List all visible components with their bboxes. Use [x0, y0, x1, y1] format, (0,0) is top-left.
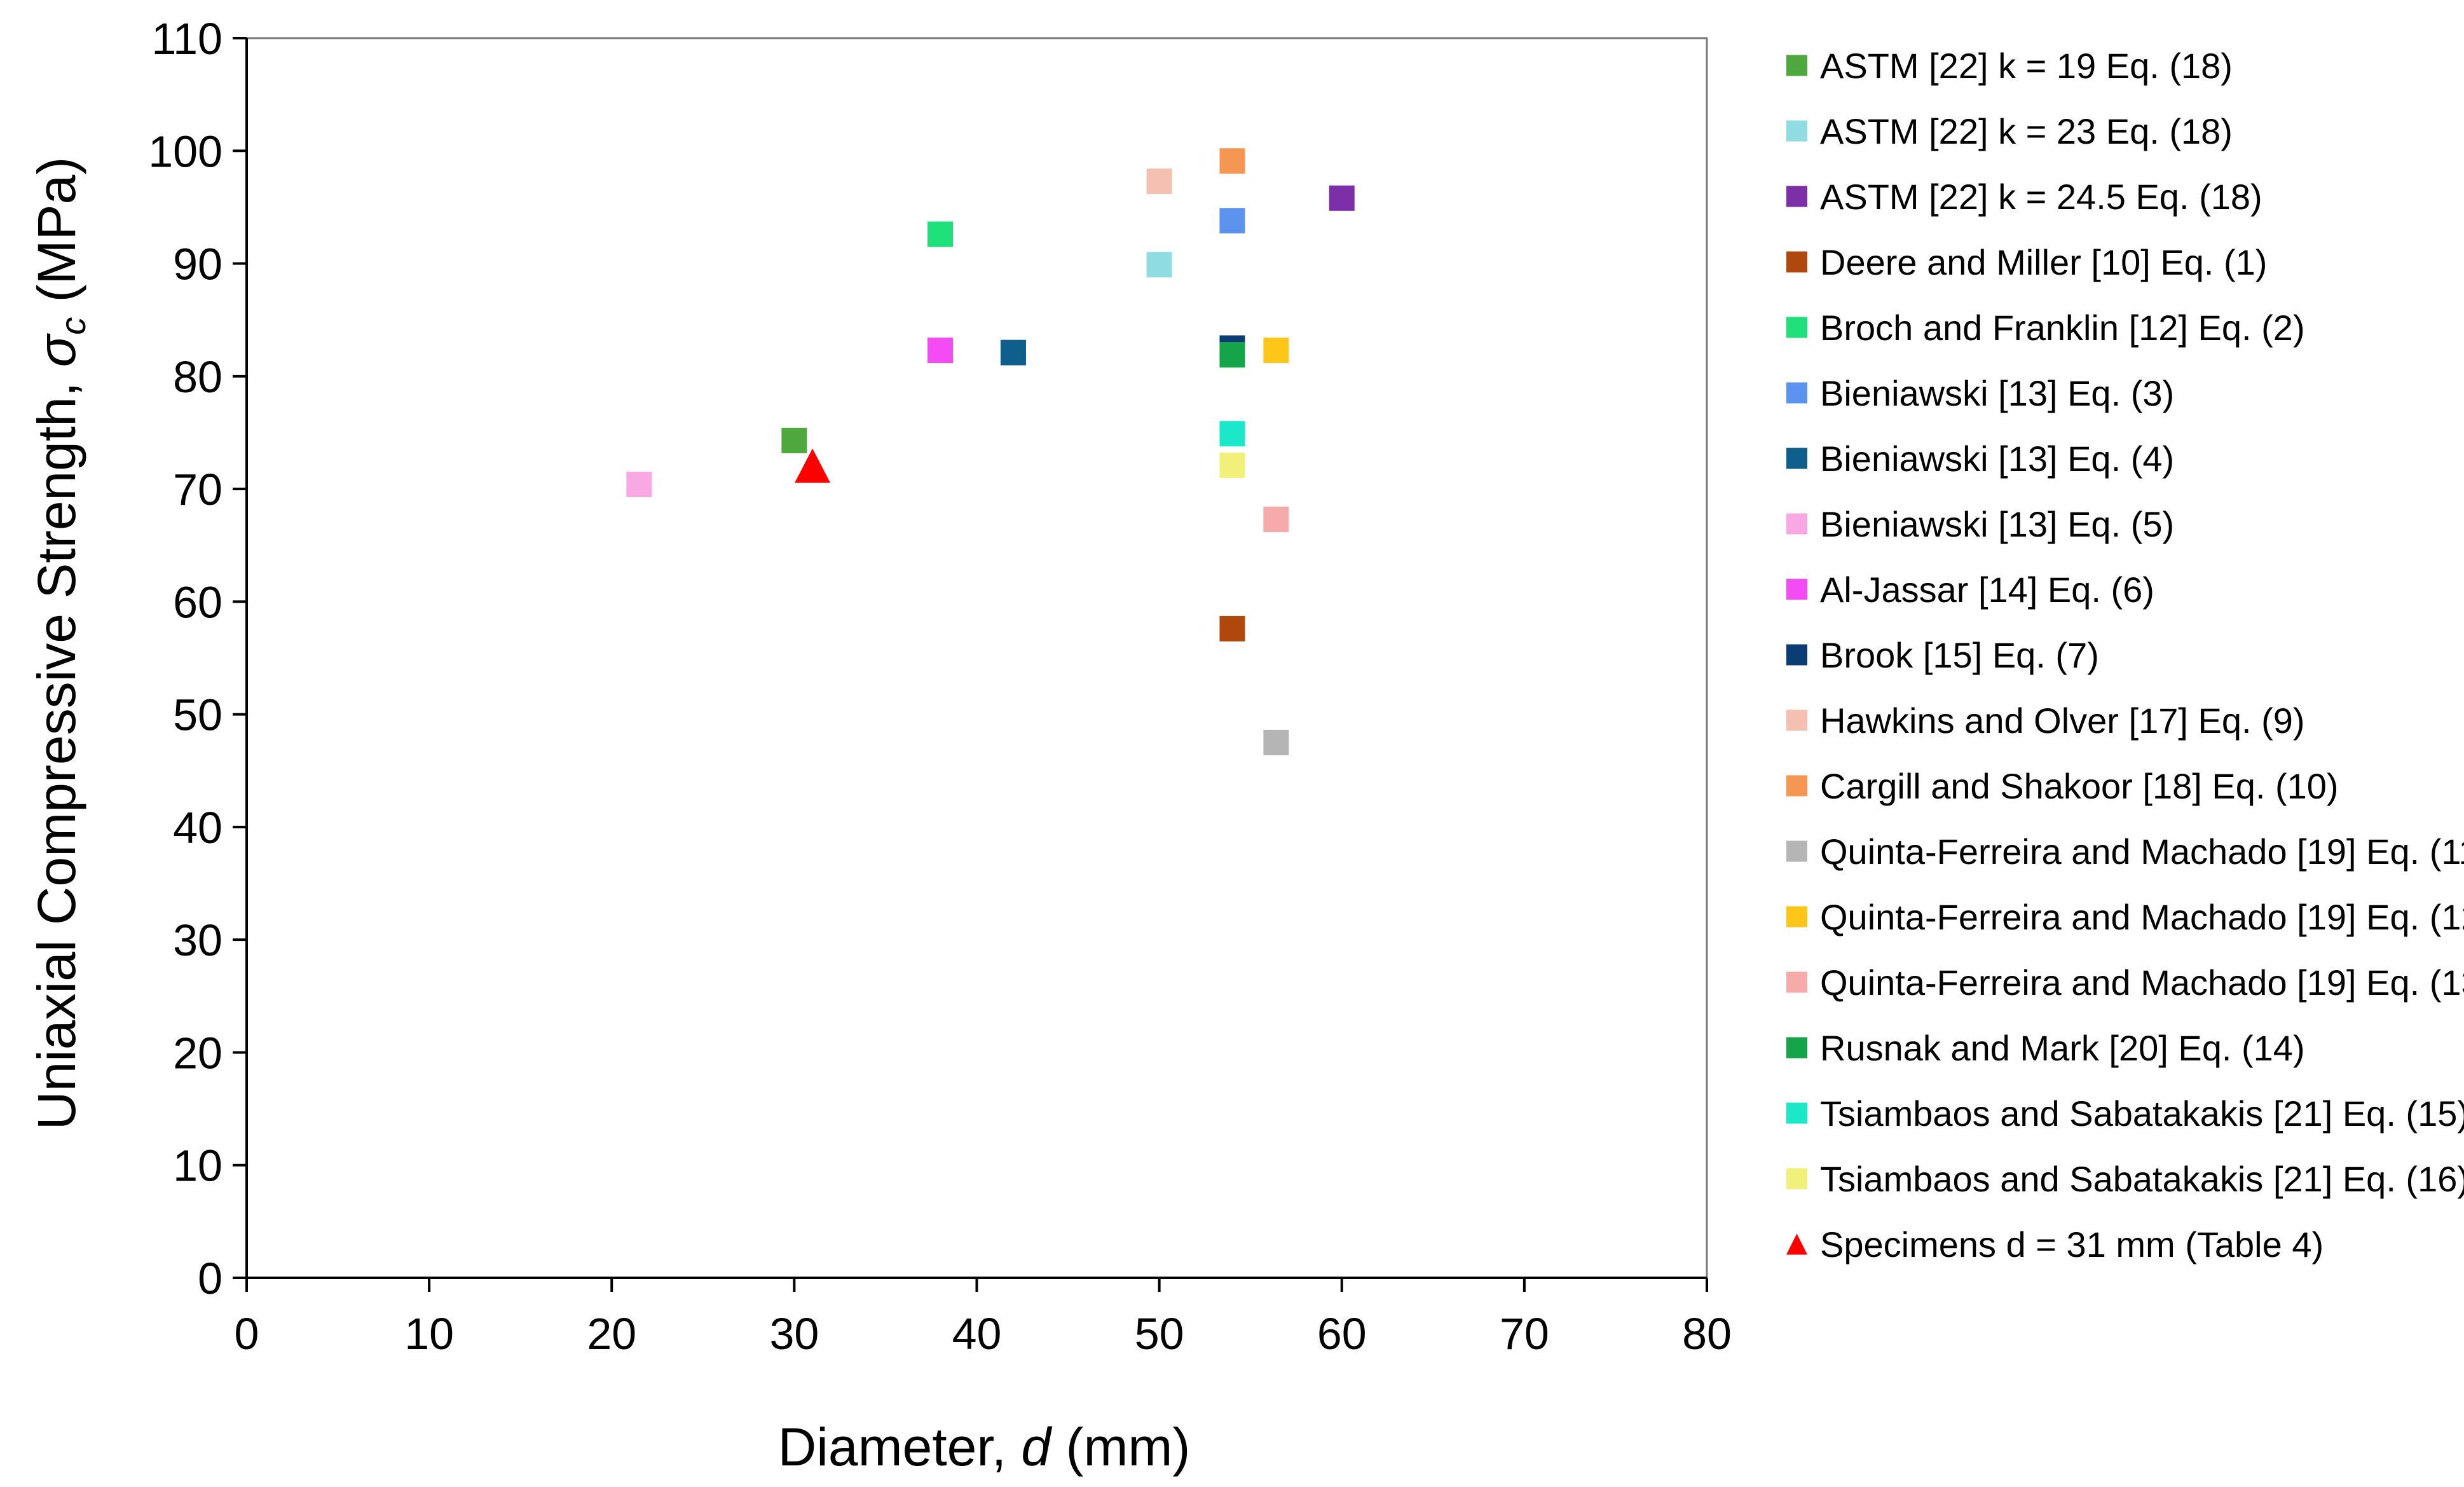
legend-marker-square	[1786, 644, 1807, 666]
data-point-square	[1263, 506, 1289, 532]
data-point-square	[1329, 185, 1355, 211]
y-tick-label: 110	[151, 14, 222, 64]
data-point-square	[1000, 339, 1026, 366]
legend-label: Brook [15] Eq. (7)	[1820, 635, 2099, 675]
legend-marker-square	[1786, 1037, 1807, 1059]
x-tick-label: 10	[404, 1309, 454, 1359]
y-axis: 0 10 20 30 40 50 60 70 80 90 100 110	[148, 14, 248, 1303]
legend-marker-square	[1786, 448, 1807, 469]
legend-label: Specimens d = 31 mm (Table 4)	[1820, 1224, 2324, 1264]
legend-marker-square	[1786, 186, 1807, 207]
legend-marker-triangle	[1786, 1233, 1807, 1255]
x-tick-label: 50	[1135, 1309, 1184, 1359]
data-point-triangle	[795, 448, 831, 483]
data-point-square	[1219, 342, 1245, 368]
x-tick-label: 80	[1682, 1309, 1732, 1359]
y-tick-label: 50	[173, 690, 222, 740]
legend-label: Cargill and Shakoor [18] Eq. (10)	[1820, 766, 2339, 806]
y-tick-label: 30	[173, 915, 222, 965]
legend-label: ASTM [22] k = 23 Eq. (18)	[1820, 111, 2233, 151]
x-tick-label: 60	[1317, 1309, 1367, 1359]
data-point-square	[1219, 148, 1245, 174]
legend-label: Bieniawski [13] Eq. (4)	[1820, 439, 2174, 479]
y-tick-label: 90	[173, 240, 222, 289]
legend-marker-square	[1786, 251, 1807, 273]
legend-marker-square	[1786, 513, 1807, 535]
legend-marker-square	[1786, 709, 1807, 731]
legend-label: ASTM [22] k = 24.5 Eq. (18)	[1820, 177, 2262, 217]
legend-label: ASTM [22] k = 19 Eq. (18)	[1820, 46, 2233, 86]
y-tick-label: 20	[173, 1028, 222, 1078]
x-tick-label: 70	[1500, 1309, 1549, 1359]
x-tick-label: 20	[587, 1309, 636, 1359]
data-point-square	[1219, 615, 1245, 641]
y-tick-label: 10	[173, 1141, 222, 1191]
x-axis: 0 10 20 30 40 50 60 70 80	[235, 1277, 1732, 1359]
legend-label: Hawkins and Olver [17] Eq. (9)	[1820, 701, 2305, 741]
legend-label: Tsiambaos and Sabatakakis [21] Eq. (15)	[1820, 1093, 2464, 1134]
data-point-square	[1146, 252, 1172, 278]
x-tick-label: 30	[769, 1309, 819, 1359]
y-tick-label: 0	[198, 1254, 222, 1303]
legend-marker-square	[1786, 120, 1807, 142]
data-points	[626, 148, 1355, 755]
data-point-square	[626, 472, 652, 497]
legend-label: Deere and Miller [10] Eq. (1)	[1820, 242, 2267, 282]
data-point-square	[927, 221, 954, 247]
legend-marker-square	[1786, 906, 1807, 928]
data-point-square	[1219, 452, 1245, 478]
y-tick-label: 60	[173, 577, 222, 627]
legend-marker-square	[1786, 1102, 1807, 1124]
legend-label: Bieniawski [13] Eq. (5)	[1820, 504, 2174, 544]
legend-label: Al-Jassar [14] Eq. (6)	[1820, 570, 2154, 610]
x-tick-label: 0	[235, 1309, 259, 1359]
y-tick-label: 100	[148, 127, 222, 176]
data-point-square	[1219, 421, 1245, 447]
legend-marker-square	[1786, 579, 1807, 600]
legend-marker-square	[1786, 971, 1807, 993]
y-tick-label: 80	[173, 352, 222, 402]
legend-marker-square	[1786, 775, 1807, 797]
legend-label: Tsiambaos and Sabatakakis [21] Eq. (16)	[1820, 1159, 2464, 1199]
legend: ASTM [22] k = 19 Eq. (18) ASTM [22] k = 2…	[1786, 46, 2464, 1264]
legend-label: Quinta-Ferreira and Machado [19] Eq. (13…	[1820, 963, 2464, 1003]
legend-marker-square	[1786, 1168, 1807, 1189]
legend-marker-square	[1786, 382, 1807, 404]
legend-label: Rusnak and Mark [20] Eq. (14)	[1820, 1028, 2305, 1068]
legend-marker-square	[1786, 55, 1807, 76]
data-point-square	[781, 427, 807, 453]
legend-label: Bieniawski [13] Eq. (3)	[1820, 373, 2174, 413]
y-tick-label: 70	[173, 465, 222, 514]
legend-marker-square	[1786, 317, 1807, 338]
x-tick-label: 40	[952, 1309, 1002, 1359]
data-point-square	[1146, 168, 1172, 195]
data-point-square	[1219, 208, 1245, 234]
legend-label: Broch and Franklin [12] Eq. (2)	[1820, 308, 2305, 348]
data-point-square	[1263, 729, 1289, 755]
legend-marker-square	[1786, 840, 1807, 862]
data-point-square	[927, 338, 954, 364]
plot-frame	[245, 37, 1708, 1279]
legend-label: Quinta-Ferreira and Machado [19] Eq. (12…	[1820, 897, 2464, 937]
y-axis-title: Uniaxial Compressive Strength, σc (MPa)	[27, 157, 93, 1130]
x-axis-title: Diameter, d (mm)	[778, 1417, 1191, 1477]
data-point-square	[1263, 338, 1289, 364]
y-tick-label: 40	[173, 803, 222, 853]
legend-label: Quinta-Ferreira and Machado [19] Eq. (11…	[1820, 832, 2464, 872]
plot-area-border	[245, 37, 1708, 1279]
